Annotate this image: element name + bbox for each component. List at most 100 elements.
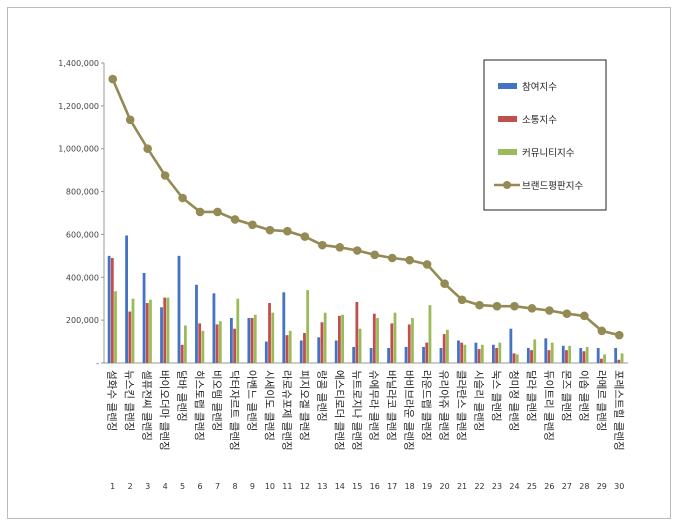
- category-label: 바비브라운 클렌징: [403, 370, 415, 451]
- category-label: 랑콤 클렌징: [315, 370, 327, 422]
- bar-2-3: [145, 303, 149, 363]
- legend-swatch-1: [498, 83, 517, 89]
- category-label: 닥터자르트 클렌징: [228, 370, 240, 451]
- bar-1-1: [107, 255, 111, 363]
- y-tick-label: 1,000,000: [58, 145, 99, 154]
- bar-3-11: [288, 330, 292, 363]
- category-label: 눅스 클렌징: [490, 370, 502, 422]
- bar-2-24: [512, 353, 516, 363]
- y-tick-label: 400,000: [66, 273, 99, 282]
- point-1: [108, 74, 118, 84]
- bar-1-25: [526, 348, 530, 363]
- rank-label: 3: [145, 482, 150, 491]
- bar-2-17: [390, 323, 394, 363]
- rank-label: 2: [128, 482, 133, 491]
- point-19: [422, 260, 432, 269]
- rank-label: 21: [457, 482, 467, 491]
- point-18: [405, 255, 414, 265]
- bar-3-18: [411, 318, 414, 363]
- bar-1-17: [387, 348, 390, 363]
- bar-2-2: [128, 311, 132, 363]
- y-tick-label: 200,000: [66, 316, 99, 325]
- category-label: 뉴스킨 클렌징: [123, 370, 135, 431]
- bar-2-26: [547, 350, 551, 363]
- bar-2-13: [320, 322, 324, 363]
- bar-2-25: [530, 350, 533, 363]
- category-label: 달바 클렌징: [176, 370, 188, 422]
- bar-1-7: [212, 293, 216, 363]
- bar-1-18: [404, 346, 408, 363]
- category-label: 클라란스 클렌징: [455, 370, 467, 441]
- bar-3-16: [376, 318, 379, 363]
- bar-2-5: [180, 344, 184, 363]
- rank-label: 10: [265, 482, 275, 491]
- bar-3-10: [271, 312, 275, 363]
- legend-label-2: 소통지수: [522, 115, 557, 126]
- point-16: [370, 250, 380, 260]
- rank-label: 15: [352, 482, 362, 491]
- category-label: 라운드랩 클렌징: [420, 370, 432, 441]
- category-label: 셀퓨전씨 클렌징: [141, 370, 153, 441]
- category-label: 이솝 클렌징: [577, 370, 589, 422]
- bar-2-6: [198, 323, 202, 363]
- rank-label: 4: [163, 482, 168, 491]
- bar-2-7: [215, 324, 219, 363]
- bar-1-10: [264, 341, 268, 363]
- bar-3-12: [306, 290, 310, 363]
- bar-3-21: [463, 344, 467, 363]
- y-tick-label: 1,400,000: [58, 59, 99, 68]
- rank-label: 8: [232, 482, 237, 491]
- bar-3-24: [515, 354, 519, 363]
- category-label: 시슬리 클렌징: [473, 370, 485, 431]
- point-23: [492, 301, 502, 311]
- bar-2-14: [338, 315, 341, 363]
- bar-2-1: [110, 258, 114, 363]
- bar-3-8: [236, 298, 240, 363]
- category-label: 달라 클렌징: [525, 370, 537, 422]
- category-label: 바닐라코 클렌징: [385, 370, 397, 441]
- category-label: 유리아쥬 클렌징: [438, 370, 450, 441]
- bar-3-29: [603, 354, 606, 363]
- category-label: 시세이도 클렌징: [263, 370, 275, 441]
- point-17: [387, 253, 397, 263]
- bar-1-26: [544, 338, 548, 363]
- bar-3-28: [585, 346, 589, 363]
- bar-1-29: [596, 348, 600, 363]
- legend-label-3: 커뮤니티지수: [522, 148, 575, 159]
- rank-label: 20: [440, 482, 450, 491]
- bar-3-9: [253, 314, 257, 363]
- category-label: 설화수 클렌징: [106, 370, 118, 431]
- point-14: [335, 242, 345, 252]
- rank-label: 13: [317, 482, 327, 491]
- bar-1-11: [282, 292, 286, 363]
- point-22: [475, 300, 484, 310]
- legend-label-1: 참여지수: [522, 81, 557, 93]
- rank-label: 24: [509, 482, 519, 491]
- bar-1-28: [579, 348, 583, 363]
- bar-2-21: [460, 342, 464, 363]
- category-label: 청미정 클렌징: [507, 370, 519, 431]
- bar-3-3: [149, 299, 152, 363]
- bar-1-22: [474, 342, 478, 363]
- bar-1-13: [317, 337, 321, 363]
- bar-3-5: [184, 325, 187, 363]
- bar-2-23: [495, 348, 498, 363]
- point-30: [614, 330, 624, 340]
- rank-label: 23: [492, 482, 502, 491]
- point-28: [580, 311, 589, 321]
- point-24: [510, 301, 519, 311]
- bar-1-21: [457, 340, 460, 363]
- rank-label: 22: [474, 482, 484, 491]
- bar-1-27: [561, 345, 565, 363]
- category-label: 포레스트힐 클렌징: [612, 370, 625, 451]
- bar-2-28: [582, 351, 586, 363]
- category-label: 에스티로더 클렌징: [333, 370, 345, 451]
- bar-2-4: [163, 297, 167, 363]
- bar-1-8: [230, 318, 233, 363]
- brand-reputation-chart: - 200,000 400,000 600,000 800,000 1,000,000 1,…: [58, 59, 628, 491]
- category-label: 뉴트로지나 클렌징: [350, 370, 362, 451]
- rank-label: 9: [250, 482, 255, 491]
- point-15: [352, 246, 362, 255]
- point-13: [318, 240, 327, 250]
- point-7: [213, 207, 222, 217]
